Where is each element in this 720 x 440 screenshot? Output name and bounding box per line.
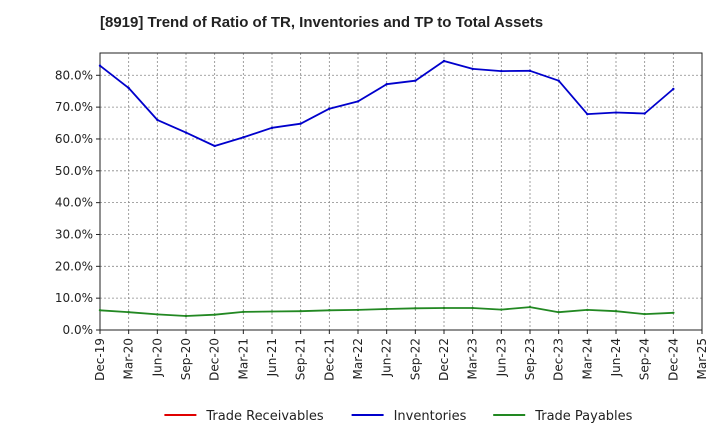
chart-title: [8919] Trend of Ratio of TR, Inventories… [100,14,544,31]
x-tick-label: Sep-20 [179,338,193,380]
x-tick-label: Dec-20 [208,338,222,381]
y-tick-label: 0.0% [63,323,94,337]
data-point-trade-payables [471,306,474,310]
data-point-inventories [184,131,188,134]
data-point-inventories [614,111,618,114]
data-point-inventories [586,112,589,116]
x-tick-label: Mar-21 [236,338,250,379]
data-point-inventories [414,79,417,82]
x-tick-label: Jun-21 [265,338,279,377]
x-tick-label: Sep-21 [294,338,308,380]
y-tick-label: 80.0% [55,68,93,82]
data-point-inventories [156,118,159,122]
legend-label-inventories: Inventories [394,409,467,424]
x-tick-label: Jun-23 [494,338,508,377]
data-point-inventories [385,83,388,86]
x-tick-label: Jun-24 [609,338,623,377]
data-point-trade-payables [385,307,388,311]
data-point-trade-payables [299,310,302,313]
x-tick-label: Sep-23 [523,338,537,380]
x-tick-label: Jun-20 [150,338,164,377]
data-point-trade-payables [643,312,646,316]
x-tick-label: Mar-22 [351,338,365,379]
data-point-trade-payables [442,306,446,310]
data-point-trade-payables [127,310,130,314]
legend-label-trade-receivables: Trade Receivables [205,409,323,424]
data-point-inventories [356,100,360,103]
y-tick-label: 70.0% [55,100,93,114]
x-tick-label: Dec-23 [552,338,566,381]
y-tick-label: 50.0% [55,164,93,178]
data-point-inventories [299,122,302,125]
data-point-trade-payables [184,314,188,318]
x-tick-label: Sep-24 [638,338,652,380]
data-point-trade-payables [500,308,503,311]
y-tick-label: 60.0% [55,132,93,146]
data-point-trade-payables [242,310,245,314]
data-point-inventories [213,144,216,148]
data-point-inventories [643,112,646,115]
x-tick-label: Dec-19 [93,338,107,381]
data-point-trade-payables [586,308,589,312]
data-point-inventories [672,87,675,91]
data-point-inventories [442,59,446,63]
data-point-inventories [242,136,245,139]
x-tick-label: Sep-22 [408,338,422,380]
x-tick-label: Dec-24 [666,338,680,381]
data-point-inventories [328,107,331,110]
data-point-trade-payables [270,310,274,313]
data-point-trade-payables [557,310,560,314]
y-tick-label: 40.0% [55,196,93,210]
data-point-trade-payables [328,309,331,312]
x-tick-label: Jun-22 [380,338,394,377]
data-point-inventories [528,69,532,73]
x-tick-label: Mar-23 [466,338,480,379]
data-point-inventories [500,69,503,73]
y-tick-label: 10.0% [55,291,93,305]
plot-area-frame [99,52,703,331]
y-tick-label: 20.0% [55,259,93,273]
data-point-trade-payables [213,313,216,316]
data-point-inventories [270,126,274,130]
x-tick-label: Mar-24 [580,338,594,379]
x-tick-label: Dec-21 [322,338,336,381]
data-point-inventories [557,79,560,82]
data-point-trade-payables [614,310,618,313]
data-point-inventories [127,86,130,90]
legend-label-trade-payables: Trade Payables [534,409,632,424]
data-point-inventories [471,67,474,71]
data-point-trade-payables [356,308,360,312]
data-point-trade-payables [156,313,159,316]
data-point-inventories [98,64,102,67]
data-point-trade-payables [98,309,102,312]
data-point-trade-payables [414,307,417,310]
x-tick-label: Mar-20 [122,338,136,379]
x-tick-label: Mar-25 [695,338,709,379]
data-point-trade-payables [672,311,675,315]
x-tick-label: Dec-22 [437,338,451,381]
y-tick-label: 30.0% [55,227,93,241]
data-point-trade-payables [528,305,532,309]
